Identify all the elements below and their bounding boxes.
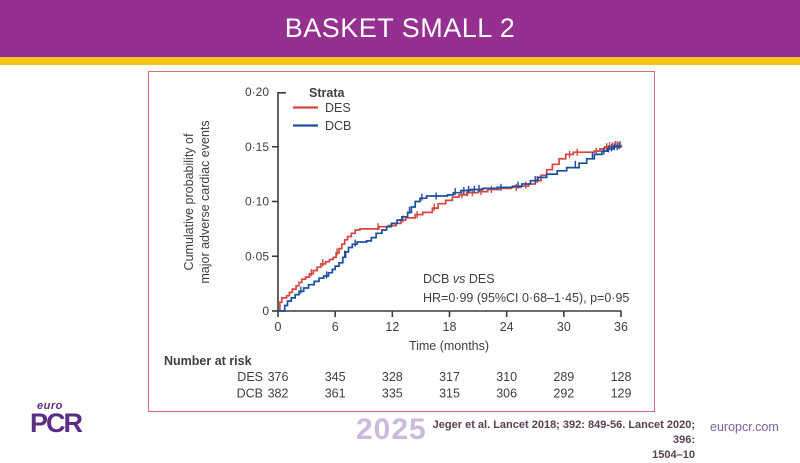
risk-count-dcb: 292 — [553, 387, 574, 401]
y-axis-title-line2: major adverse cardiac events — [198, 120, 212, 283]
logo-euro-text: euro — [37, 400, 63, 412]
citation-line-1: Jeger et al. Lancet 2018; 392: 849-56. L… — [432, 419, 695, 446]
logo-pcr-text: PCR — [30, 408, 83, 438]
risk-count-des: 128 — [611, 370, 632, 384]
km-curve-dcb — [278, 145, 622, 312]
risk-count-dcb: 129 — [611, 387, 632, 401]
citation-text: Jeger et al. Lancet 2018; 392: 849-56. L… — [425, 418, 695, 463]
x-tick-label: 18 — [443, 320, 457, 334]
europcr-logo: euro PCR — [30, 400, 83, 438]
risk-count-dcb: 382 — [268, 387, 289, 401]
x-tick-label: 30 — [557, 320, 571, 334]
risk-count-des: 310 — [496, 370, 517, 384]
risk-count-des: 376 — [268, 370, 289, 384]
risk-count-dcb: 335 — [382, 387, 403, 401]
km-curve-des — [278, 144, 622, 312]
legend-label-des: DES — [325, 101, 351, 115]
y-tick-label: 0·20 — [245, 85, 269, 99]
accent-divider — [0, 57, 800, 65]
risk-count-des: 289 — [553, 370, 574, 384]
slide-title: BASKET SMALL 2 — [284, 13, 516, 43]
risk-count-des: 328 — [382, 370, 403, 384]
x-tick-label: 36 — [614, 320, 628, 334]
y-tick-label: 0·15 — [245, 140, 269, 154]
risk-count-des: 317 — [439, 370, 460, 384]
x-tick-label: 12 — [385, 320, 399, 334]
slide-header: BASKET SMALL 2 — [0, 0, 800, 57]
x-tick-label: 24 — [500, 320, 514, 334]
risk-count-des: 345 — [325, 370, 346, 384]
footer-year: 2025 — [356, 413, 427, 446]
risk-row-label-des: DES — [237, 370, 263, 384]
y-axis-title-line1: Cumulative probability of — [182, 133, 196, 270]
risk-row-label-dcb: DCB — [237, 387, 263, 401]
number-at-risk-title: Number at risk — [164, 354, 252, 368]
km-chart-panel: 0 0·05 0·10 0·15 0·20 0 6 12 18 24 30 36 Time (month… — [148, 71, 655, 412]
legend-label-dcb: DCB — [325, 119, 351, 133]
legend-title: Strata — [309, 86, 345, 100]
x-tick-label: 6 — [332, 320, 339, 334]
y-tick-label: 0·10 — [245, 195, 269, 209]
europcr-site-link[interactable]: europcr.com — [710, 420, 779, 434]
y-tick-label: 0 — [262, 304, 269, 318]
citation-line-2: 1504–10 — [652, 449, 695, 461]
risk-count-dcb: 306 — [496, 387, 517, 401]
annotation-comparison: DCB vs DES — [423, 272, 495, 286]
x-axis-title: Time (months) — [409, 339, 489, 353]
x-tick-label: 0 — [275, 320, 282, 334]
y-tick-label: 0·05 — [245, 249, 269, 263]
kaplan-meier-chart: 0 0·05 0·10 0·15 0·20 0 6 12 18 24 30 36 Time (month… — [164, 85, 632, 401]
risk-count-dcb: 315 — [439, 387, 460, 401]
risk-count-dcb: 361 — [325, 387, 346, 401]
annotation-stats: HR=0·99 (95%CI 0·68–1·45), p=0·95 — [423, 291, 629, 305]
